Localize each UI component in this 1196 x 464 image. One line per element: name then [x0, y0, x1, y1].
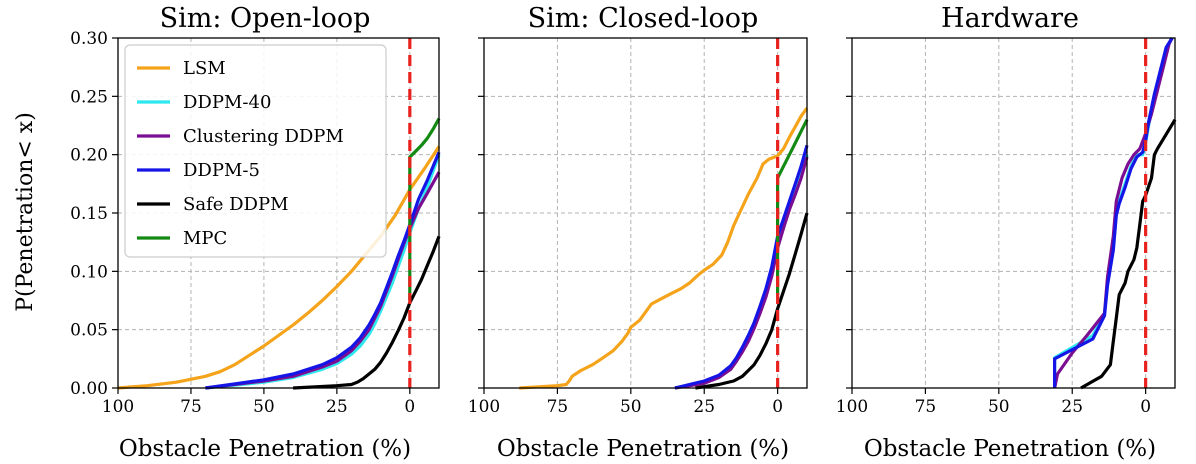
x-tick-label: 25 [326, 397, 348, 417]
gridlines [483, 37, 807, 389]
axes: 100 75 50 25 0 [836, 37, 1176, 417]
axes: 100 75 50 25 0 [468, 37, 808, 417]
series-line-lsm [117, 145, 441, 390]
gridlines [851, 37, 1175, 389]
legend: LSM DDPM-40 Clustering DDPM DDPM-5 Safe DDPM… [124, 44, 387, 258]
series-line-safe-ddpm [1080, 118, 1177, 390]
series-line-lsm [519, 107, 809, 390]
y-axis-label: P(Penetration< x) [13, 112, 38, 312]
y-tick-label: 0.10 [70, 262, 108, 282]
x-axis-label: Obstacle Penetration (%) [497, 436, 789, 462]
x-tick-label: 25 [1061, 397, 1083, 417]
panel-closed-loop: Sim: Closed-loop 100 75 50 25 0 Obstacle Pen… [468, 3, 809, 462]
series-lines [1052, 37, 1177, 390]
legend-label-clustering-ddpm: Clustering DDPM [183, 126, 344, 147]
axes: 100 75 50 25 0 0.00 0.05 0.10 0.15 0.20 0.25 0.30 [70, 29, 440, 417]
x-tick-label: 50 [253, 397, 275, 417]
panel-title: Sim: Open-loop [160, 3, 371, 34]
series-lines [117, 38, 441, 390]
x-tick-label: 0 [772, 397, 783, 417]
series-line-safe-ddpm [695, 212, 809, 390]
x-tick-label: 75 [915, 397, 937, 417]
y-tick-label: 0.05 [70, 321, 108, 341]
y-tick-label: 0.25 [70, 87, 108, 107]
y-tick-label: 0.15 [70, 204, 108, 224]
panel-hardware: Hardware 100 75 50 25 0 Obstacle Penetration… [836, 3, 1177, 462]
x-tick-label: 0 [404, 397, 415, 417]
legend-label-lsm: LSM [183, 58, 226, 79]
series-line-clustering-ddpm [1053, 37, 1174, 389]
x-tick-label: 100 [468, 397, 500, 417]
x-tick-label: 50 [988, 397, 1010, 417]
panel-title: Sim: Closed-loop [528, 3, 759, 34]
x-axis-label: Obstacle Penetration (%) [119, 436, 411, 462]
x-tick-label: 50 [620, 397, 642, 417]
series-line-safe-ddpm [293, 235, 441, 390]
legend-label-ddpm-5: DDPM-5 [183, 160, 260, 181]
x-tick-label: 75 [547, 397, 569, 417]
y-tick-label: 0.30 [70, 29, 108, 49]
series-line-ddpm-5 [674, 144, 809, 390]
x-tick-label: 25 [693, 397, 715, 417]
legend-label-mpc: MPC [183, 228, 227, 249]
y-tick-label: 0.00 [70, 379, 108, 399]
x-tick-label: 100 [102, 397, 134, 417]
panel-title: Hardware [941, 3, 1079, 34]
legend-label-ddpm-40: DDPM-40 [183, 92, 271, 113]
legend-box [124, 44, 387, 258]
legend-label-safe-ddpm: Safe DDPM [183, 194, 289, 215]
y-tick-label: 0.20 [70, 146, 108, 166]
x-tick-label: 75 [180, 397, 202, 417]
series-line-clustering-ddpm [674, 156, 809, 390]
x-tick-label: 0 [1140, 397, 1151, 417]
series-lines [519, 38, 809, 390]
series-line-ddpm-5 [1052, 37, 1174, 388]
x-axis-label: Obstacle Penetration (%) [864, 436, 1156, 462]
x-tick-label: 100 [836, 397, 868, 417]
